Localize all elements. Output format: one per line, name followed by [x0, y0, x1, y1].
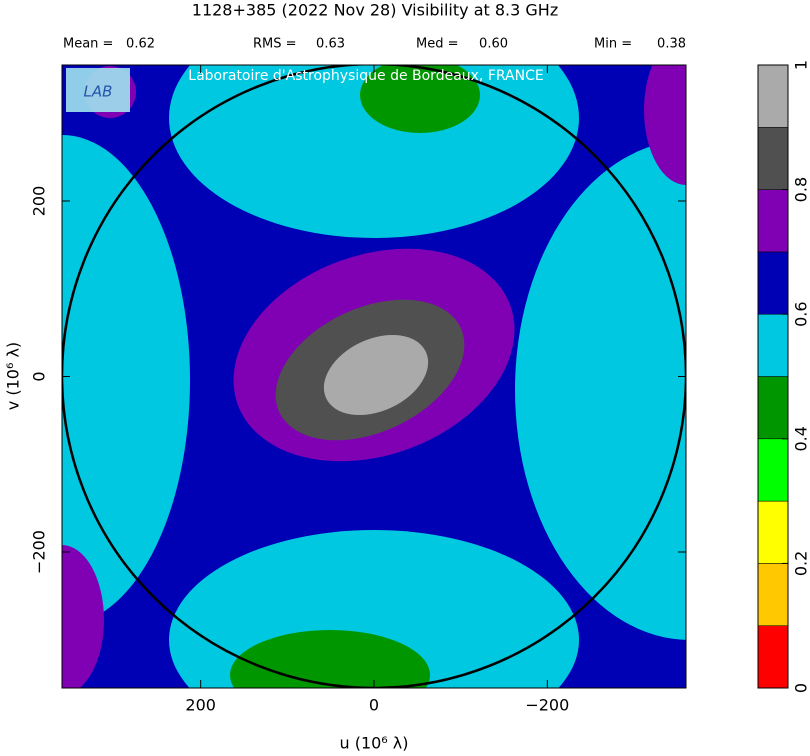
- colorbar-tick-label: 0.8: [792, 177, 810, 202]
- colorbar-segment: [757, 313, 789, 377]
- logo-text: LAB: [84, 83, 113, 101]
- colorbar-segment: [757, 563, 789, 626]
- stat-name: Med =: [416, 37, 459, 52]
- y-axis-label: v (10⁶ λ): [4, 342, 23, 410]
- logo: [66, 68, 130, 112]
- x-tick-label: 0: [369, 696, 379, 715]
- colorbar-segment: [757, 251, 789, 315]
- colorbar-segment: [757, 376, 789, 440]
- stat-value: 0.63: [316, 37, 345, 52]
- stat-name: Min =: [594, 37, 632, 52]
- colorbar-tick-label: 1: [792, 60, 810, 70]
- colorbar-tick-label: 0.6: [792, 301, 810, 326]
- stat-value: 0.60: [479, 37, 508, 52]
- stat-name: Mean =: [63, 37, 113, 52]
- colorbar-segment: [757, 64, 789, 128]
- x-axis-label: u (10⁶ λ): [339, 734, 408, 753]
- colorbar-segment: [757, 127, 789, 190]
- y-tick-label: −200: [30, 530, 49, 574]
- colorbar-segment: [757, 438, 789, 502]
- y-tick-label: 200: [30, 186, 49, 217]
- annotation: Laboratoire d'Astrophysique de Bordeaux,…: [188, 68, 543, 84]
- colorbar-frame: [757, 64, 789, 689]
- y-tick-label: 0: [30, 371, 49, 381]
- stat-name: RMS =: [253, 37, 297, 52]
- x-tick-label: −200: [525, 696, 569, 715]
- colorbar-tick-label: 0: [792, 683, 810, 693]
- colorbar-segment: [757, 625, 789, 689]
- colorbar-segment: [757, 500, 789, 564]
- x-tick-label: 200: [185, 696, 216, 715]
- colorbar-segment: [757, 189, 789, 253]
- chart-title: 1128+385 (2022 Nov 28) Visibility at 8.3…: [192, 1, 558, 20]
- colorbar-tick-label: 0.2: [792, 551, 810, 576]
- stat-value: 0.62: [126, 37, 155, 52]
- colorbar-tick-label: 0.4: [792, 426, 810, 451]
- stat-value: 0.38: [657, 37, 686, 52]
